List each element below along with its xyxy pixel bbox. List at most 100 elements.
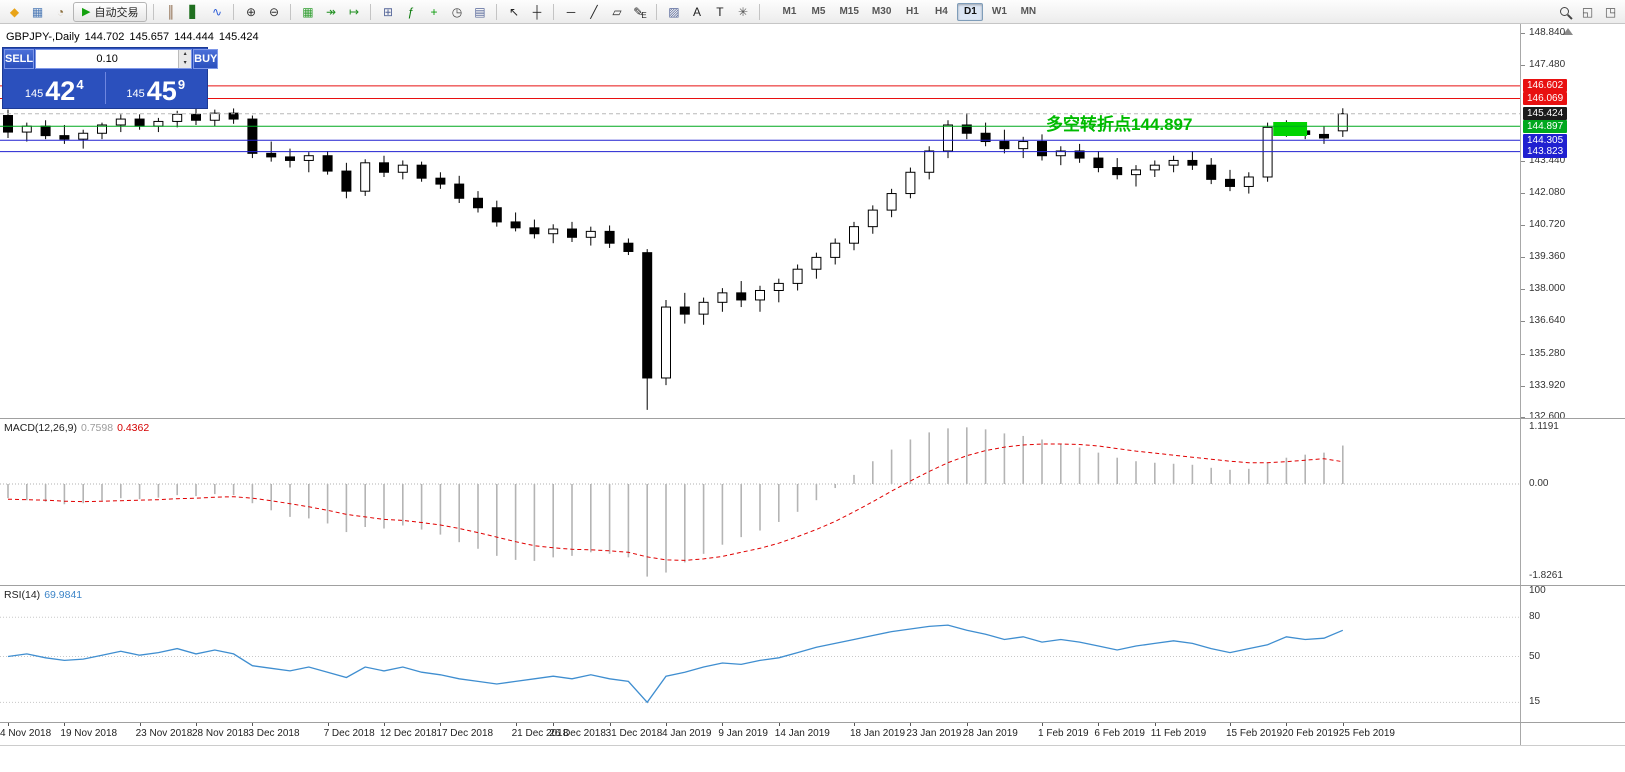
app-icon[interactable]: ◆ bbox=[9, 4, 20, 19]
date-label: 26 Dec 2018 bbox=[549, 728, 606, 739]
ask-price-display[interactable]: 145 45 9 bbox=[106, 69, 207, 107]
new-chart-icon[interactable]: ▦ bbox=[31, 4, 44, 19]
new-window-icon[interactable]: ⊞ bbox=[382, 4, 393, 19]
text-label-icon[interactable]: T bbox=[716, 4, 724, 19]
date-tick bbox=[1230, 723, 1231, 726]
tile-windows-icon[interactable]: ◱ bbox=[1581, 4, 1594, 19]
macd-canvas[interactable] bbox=[0, 420, 1520, 585]
macd-main-value: 0.7598 bbox=[80, 422, 114, 434]
bid-price-display[interactable]: 145 42 4 bbox=[4, 69, 105, 107]
timeframe-w1-button[interactable]: W1 bbox=[986, 3, 1012, 21]
chart-shift-icon[interactable]: ↦ bbox=[348, 4, 359, 19]
date-label: 23 Jan 2019 bbox=[906, 728, 962, 739]
candlestick-chart-icon[interactable]: ▋ bbox=[189, 4, 199, 19]
macd-scale-label: 1.1191 bbox=[1529, 421, 1559, 433]
date-tick bbox=[440, 723, 442, 726]
timeframe-m15-button[interactable]: M15 bbox=[834, 3, 863, 21]
timeframe-m5-button[interactable]: M5 bbox=[805, 3, 831, 21]
date-tick bbox=[327, 723, 329, 726]
toolbar-separator bbox=[233, 3, 235, 20]
cursor-icon[interactable]: ↖ bbox=[508, 4, 519, 19]
date-label: 12 Dec 2018 bbox=[380, 728, 437, 739]
profiles-icon[interactable]: ◔ bbox=[56, 4, 65, 19]
date-tick bbox=[139, 723, 141, 726]
shapes-icon[interactable]: ▨ bbox=[668, 4, 680, 19]
date-axis[interactable]: 4 Nov 2018 19 Nov 2018 23 Nov 2018 28 Nov 2… bbox=[0, 723, 1520, 745]
date-label: 20 Feb 2019 bbox=[1282, 728, 1339, 739]
price-label: 136.640 bbox=[1529, 315, 1566, 327]
date-label: 11 Feb 2019 bbox=[1150, 728, 1207, 739]
timeframe-h1-button[interactable]: H1 bbox=[899, 3, 925, 21]
rsi-value: 69.9841 bbox=[44, 589, 83, 601]
price-label: 140.720 bbox=[1529, 218, 1566, 230]
date-tick bbox=[196, 723, 197, 726]
price-tick bbox=[1521, 65, 1525, 67]
date-tick bbox=[8, 723, 9, 726]
search-icon[interactable] bbox=[1554, 2, 1575, 21]
price-label: 133.920 bbox=[1529, 379, 1566, 391]
close-value: 145.424 bbox=[218, 31, 259, 43]
timeframe-d1-button[interactable]: D1 bbox=[957, 2, 984, 21]
bar-chart-icon[interactable]: ║ bbox=[166, 4, 176, 19]
price-chart-canvas[interactable] bbox=[0, 24, 1520, 418]
templates-icon[interactable]: ▤ bbox=[474, 4, 486, 19]
timeframe-m1-button[interactable]: M1 bbox=[776, 3, 802, 21]
ask-big-digits: 45 bbox=[146, 76, 177, 106]
timeframe-mn-button[interactable]: MN bbox=[1015, 3, 1041, 21]
date-tick bbox=[553, 723, 555, 726]
channel-icon[interactable]: ▱ bbox=[612, 4, 622, 19]
volume-spinner: ▴ ▾ bbox=[178, 50, 192, 68]
price-tick bbox=[1521, 33, 1525, 34]
trendline-icon[interactable]: ╱ bbox=[590, 4, 598, 19]
price-tag: 144.305 bbox=[1523, 133, 1568, 147]
rsi-label: RSI(14) 69.9841 bbox=[4, 589, 86, 601]
rsi-name: RSI(14) bbox=[4, 589, 41, 601]
toolbar-separator bbox=[153, 3, 155, 20]
price-label: 135.280 bbox=[1529, 347, 1566, 359]
autotrading-button[interactable]: ▶ 自动交易 bbox=[73, 1, 148, 22]
indicators-icon[interactable]: ƒ bbox=[407, 4, 415, 19]
ask-prefix: 145 bbox=[126, 88, 145, 100]
rsi-canvas[interactable] bbox=[0, 587, 1520, 722]
date-tick bbox=[1154, 723, 1156, 726]
volume-input[interactable] bbox=[36, 50, 179, 68]
date-tick bbox=[778, 723, 780, 726]
highlight-box bbox=[1273, 121, 1308, 136]
high-value: 145.657 bbox=[129, 31, 170, 43]
macd-scale-label: 0.00 bbox=[1529, 478, 1549, 489]
text-icon[interactable]: A bbox=[692, 4, 701, 19]
zoom-out-icon[interactable]: ⊖ bbox=[268, 4, 279, 19]
sell-button[interactable]: SELL bbox=[4, 49, 35, 69]
date-tick bbox=[1042, 723, 1043, 726]
macd-signal-value: 0.4362 bbox=[117, 422, 150, 434]
date-label: 7 Dec 2018 bbox=[323, 728, 375, 739]
arrow-tools-icon[interactable]: ✳ bbox=[737, 4, 748, 19]
elliott-wave-icon[interactable]: ✎ E bbox=[633, 4, 647, 21]
crosshair-icon[interactable]: ┼ bbox=[532, 4, 542, 19]
pane-splitter-rsi[interactable] bbox=[0, 585, 1625, 586]
cascade-windows-icon[interactable]: ◳ bbox=[1604, 4, 1617, 19]
volume-increase-button[interactable]: ▴ bbox=[179, 50, 192, 59]
volume-decrease-button[interactable]: ▾ bbox=[179, 59, 192, 68]
macd-name: MACD(12,26,9) bbox=[4, 422, 77, 434]
line-chart-icon[interactable]: ∿ bbox=[211, 4, 222, 19]
auto-scroll-icon[interactable]: ↠ bbox=[325, 4, 336, 19]
horizontal-line-icon[interactable]: ─ bbox=[566, 4, 576, 19]
price-tag: 146.069 bbox=[1523, 92, 1568, 106]
pane-splitter-macd[interactable] bbox=[0, 418, 1625, 419]
buy-button[interactable]: BUY bbox=[193, 49, 219, 69]
periods-icon[interactable]: ◷ bbox=[451, 4, 463, 19]
low-value: 144.444 bbox=[174, 31, 214, 43]
add-indicator-icon[interactable]: + bbox=[430, 4, 438, 19]
price-label: 148.840 bbox=[1529, 27, 1566, 38]
date-label: 4 Jan 2019 bbox=[662, 728, 712, 739]
grid-icon[interactable]: ▦ bbox=[302, 4, 314, 19]
axis-bottom-border bbox=[0, 745, 1625, 746]
toolbar-separator bbox=[290, 3, 292, 20]
timeframe-m30-button[interactable]: M30 bbox=[867, 3, 896, 21]
zoom-in-icon[interactable]: ⊕ bbox=[245, 4, 256, 19]
date-tick bbox=[384, 723, 385, 726]
timeframe-h4-button[interactable]: H4 bbox=[928, 3, 954, 21]
price-scale[interactable]: 148.840 147.480 143.440 142.080 140.720 139.3… bbox=[1520, 24, 1625, 745]
